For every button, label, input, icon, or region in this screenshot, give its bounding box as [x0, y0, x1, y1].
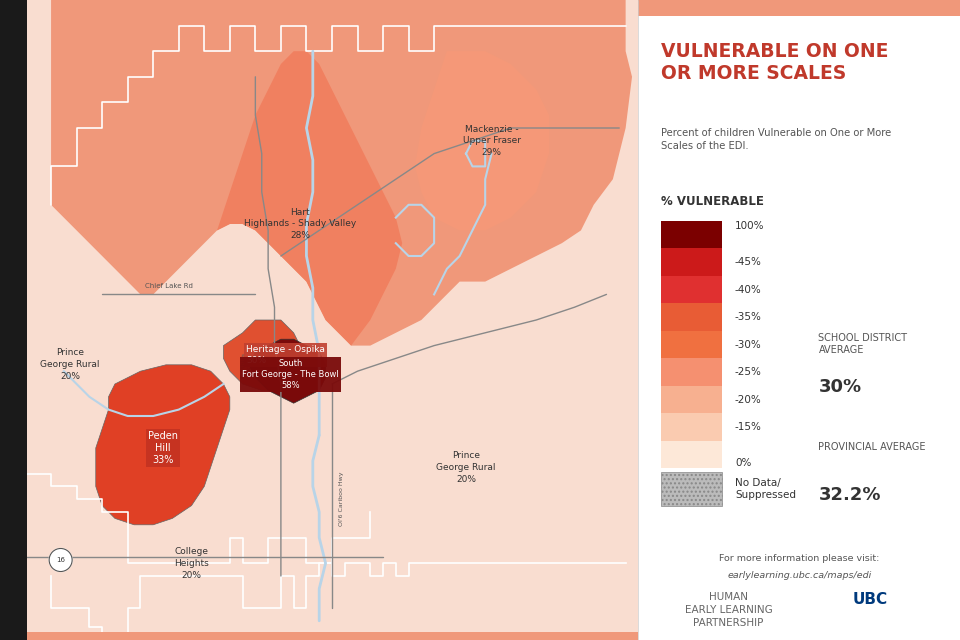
Text: Percent of children Vulnerable on One or More
Scales of the EDI.: Percent of children Vulnerable on One or… — [660, 128, 891, 151]
Text: -20%: -20% — [735, 395, 761, 404]
Bar — [0, 632, 638, 640]
Text: 30%: 30% — [819, 378, 862, 396]
Text: -45%: -45% — [735, 257, 761, 267]
Text: HUMAN
EARLY LEARNING
PARTNERSHIP: HUMAN EARLY LEARNING PARTNERSHIP — [684, 592, 773, 628]
Polygon shape — [0, 0, 19, 640]
Text: 16: 16 — [56, 557, 65, 563]
Text: SCHOOL DISTRICT
AVERAGE: SCHOOL DISTRICT AVERAGE — [819, 333, 907, 355]
Polygon shape — [217, 51, 402, 346]
Bar — [660, 276, 722, 303]
Text: 32.2%: 32.2% — [819, 486, 881, 504]
Text: Foothills
Pkwy: Foothills Pkwy — [240, 351, 252, 378]
Text: College
Heights
20%: College Heights 20% — [174, 547, 209, 579]
Text: Prince
George Rural
20%: Prince George Rural 20% — [40, 349, 100, 381]
Text: -40%: -40% — [735, 285, 761, 294]
Bar — [660, 358, 722, 386]
Bar — [660, 248, 722, 276]
Text: No Data/
Suppressed: No Data/ Suppressed — [735, 477, 796, 500]
Polygon shape — [0, 0, 638, 640]
Text: -15%: -15% — [735, 422, 761, 432]
Text: -35%: -35% — [735, 312, 761, 322]
Text: For more information please visit:: For more information please visit: — [719, 554, 879, 563]
Bar — [638, 0, 960, 16]
Bar — [660, 441, 722, 468]
Bar — [660, 472, 722, 506]
Polygon shape — [51, 0, 632, 346]
Text: Heritage - Ospika
30%: Heritage - Ospika 30% — [246, 345, 324, 365]
Text: earlylearning.ubc.ca/maps/edi: earlylearning.ubc.ca/maps/edi — [727, 571, 872, 580]
Text: % VULNERABLE: % VULNERABLE — [660, 195, 764, 208]
Text: Ol'6 Cariboo Hwy: Ol'6 Cariboo Hwy — [339, 472, 344, 527]
Text: Peden
Hill
33%: Peden Hill 33% — [148, 431, 178, 465]
Bar — [660, 221, 722, 248]
Circle shape — [49, 548, 72, 572]
Text: -30%: -30% — [735, 340, 761, 349]
Bar — [0, 0, 27, 640]
Text: Chief Lake Rd: Chief Lake Rd — [145, 283, 193, 289]
Text: Hart
Highlands - Shady Valley
28%: Hart Highlands - Shady Valley 28% — [244, 208, 356, 240]
Polygon shape — [96, 365, 229, 525]
Bar — [660, 386, 722, 413]
Polygon shape — [224, 320, 306, 390]
Bar — [660, 413, 722, 441]
Text: Prince
George Rural
20%: Prince George Rural 20% — [436, 451, 495, 483]
Text: VULNERABLE ON ONE
OR MORE SCALES: VULNERABLE ON ONE OR MORE SCALES — [660, 42, 888, 83]
Text: 100%: 100% — [735, 221, 764, 231]
Text: 0%: 0% — [735, 458, 752, 468]
Bar — [660, 303, 722, 331]
Text: South
Fort George - The Bowl
58%: South Fort George - The Bowl 58% — [242, 359, 339, 390]
Text: -25%: -25% — [735, 367, 761, 377]
Polygon shape — [415, 51, 549, 230]
Polygon shape — [249, 339, 325, 403]
Text: Mackenzie -
Upper Fraser
29%: Mackenzie - Upper Fraser 29% — [463, 125, 520, 157]
Bar — [660, 331, 722, 358]
Text: PROVINCIAL AVERAGE: PROVINCIAL AVERAGE — [819, 442, 926, 452]
Text: UBC: UBC — [852, 592, 887, 607]
